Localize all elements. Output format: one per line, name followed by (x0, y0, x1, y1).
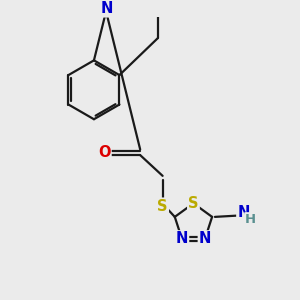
Text: N: N (176, 231, 188, 246)
Text: S: S (158, 199, 168, 214)
Text: S: S (188, 196, 199, 211)
Text: O: O (98, 146, 111, 160)
Text: N: N (199, 231, 211, 246)
Text: N: N (100, 2, 113, 16)
Text: H: H (245, 213, 256, 226)
Text: N: N (237, 205, 250, 220)
